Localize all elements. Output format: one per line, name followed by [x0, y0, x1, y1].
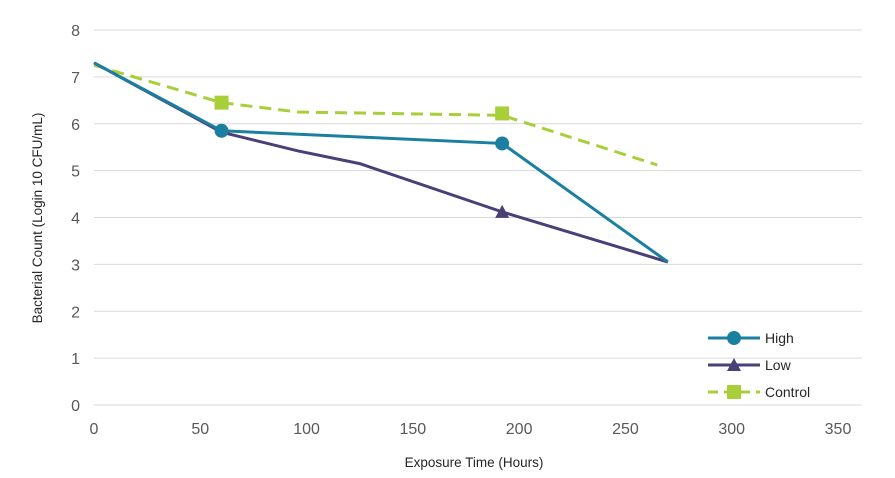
- y-tick-label: 6: [71, 117, 80, 134]
- x-tick-label: 300: [718, 421, 745, 438]
- legend-marker-high: [727, 331, 741, 345]
- x-axis-title: Exposure Time (Hours): [405, 455, 544, 470]
- series-line-high: [93, 61, 669, 264]
- x-tick-label: 100: [293, 421, 320, 438]
- x-tick-label: 250: [612, 421, 639, 438]
- data-point-control: [214, 95, 229, 110]
- y-tick-label: 7: [71, 70, 80, 87]
- x-tick-label: 350: [825, 421, 852, 438]
- legend-marker-low: [727, 358, 741, 371]
- x-tick-label: 150: [400, 421, 427, 438]
- series-markers: [214, 95, 510, 218]
- legend: High Low Control: [708, 330, 810, 400]
- series-line-control: [93, 63, 658, 167]
- legend-marker-control: [727, 385, 741, 399]
- series-line-low: [93, 61, 669, 264]
- data-point-high: [495, 136, 510, 151]
- legend-label-high: High: [765, 330, 794, 346]
- y-tick-label: 2: [71, 304, 80, 321]
- x-tick-label: 0: [90, 421, 99, 438]
- y-tick-label: 3: [71, 257, 80, 274]
- y-tick-label: 5: [71, 164, 80, 181]
- data-point-low: [495, 204, 510, 218]
- y-tick-label: 0: [71, 398, 80, 415]
- legend-label-low: Low: [765, 357, 792, 373]
- y-tick-label: 1: [71, 351, 80, 368]
- data-point-high: [214, 123, 229, 138]
- series-lines: [93, 61, 669, 264]
- y-tick-label: 4: [71, 211, 80, 228]
- x-tick-label: 50: [191, 421, 209, 438]
- y-tick-label: 8: [71, 23, 80, 40]
- y-axis-title: Bacterial Count (Login 10 CFU/mL): [30, 113, 45, 324]
- x-tick-label: 200: [506, 421, 533, 438]
- tick-labels: 0 1 2 3 4 5 6 7 8 0 50 100 150 200 250 300 350: [71, 23, 851, 438]
- data-point-control: [495, 106, 510, 121]
- gridlines: [94, 29, 862, 406]
- legend-label-control: Control: [765, 384, 810, 400]
